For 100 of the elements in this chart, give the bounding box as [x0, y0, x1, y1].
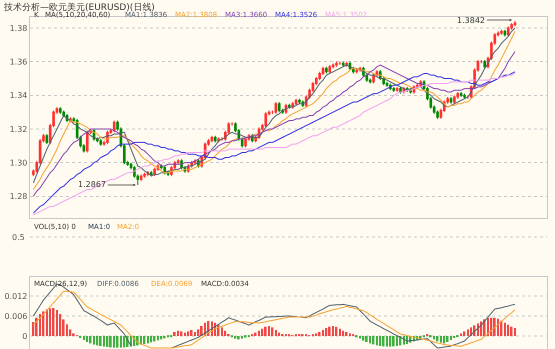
bar: [450, 336, 452, 340]
bar: [254, 332, 256, 336]
chart-title: 技术分析—欧元美元(EURUSD)(日线): [3, 2, 155, 13]
bar: [49, 308, 52, 336]
bar: [244, 335, 246, 338]
bar: [234, 336, 236, 339]
bar: [103, 336, 105, 347]
bar: [180, 331, 182, 336]
y-tick-label: 1.38: [10, 24, 28, 33]
candlestick: [500, 29, 503, 36]
candlestick: [483, 60, 486, 69]
candlestick: [150, 170, 153, 177]
candlestick: [58, 106, 62, 114]
bar: [160, 336, 162, 340]
candlestick: [332, 62, 334, 69]
bar: [143, 336, 146, 344]
candlestick: [368, 78, 372, 84]
bar: [221, 327, 223, 336]
bar: [436, 336, 438, 342]
candlestick: [112, 120, 116, 133]
bar: [271, 327, 274, 336]
candlestick: [372, 72, 375, 84]
bar: [392, 336, 395, 346]
candlestick: [392, 86, 396, 92]
bar: [497, 318, 499, 336]
candlestick: [456, 91, 460, 100]
bar: [372, 336, 374, 344]
bar: [116, 336, 118, 348]
candlestick: [436, 110, 439, 120]
bar: [157, 336, 159, 340]
y-tick-label: 1.30: [10, 158, 28, 168]
bar: [345, 332, 348, 336]
bar: [490, 318, 492, 336]
candlestick: [214, 135, 217, 143]
candlestick: [284, 103, 288, 114]
bar: [514, 328, 516, 336]
bar: [446, 336, 448, 342]
candlestick: [355, 68, 358, 74]
annotation: 1.2867: [78, 180, 106, 189]
bar: [150, 336, 152, 342]
bar: [184, 332, 186, 336]
candlestick: [396, 86, 398, 92]
candlestick: [325, 66, 328, 74]
bar: [83, 336, 85, 340]
candlestick: [176, 158, 180, 165]
bar: [443, 336, 446, 344]
bar: [190, 330, 193, 336]
bar: [349, 333, 351, 336]
bar: [123, 336, 126, 348]
candlestick: [463, 93, 466, 100]
candlestick: [298, 98, 301, 104]
bar: [275, 330, 277, 336]
bar: [89, 336, 92, 344]
bar: [264, 326, 267, 336]
bar: [268, 326, 270, 336]
bar: [339, 328, 341, 336]
bar: [86, 336, 88, 342]
bar: [328, 326, 331, 336]
bar: [507, 324, 510, 336]
bar: [46, 309, 48, 336]
bar: [487, 318, 489, 336]
bar: [96, 336, 98, 346]
bar: [440, 336, 442, 343]
bar: [322, 330, 324, 336]
bar: [318, 332, 320, 336]
candlestick: [504, 29, 506, 37]
candlestick: [274, 102, 278, 114]
candlestick: [143, 172, 146, 178]
candlestick: [450, 96, 452, 104]
bar: [510, 326, 512, 336]
y-tick-label: 1.32: [10, 124, 28, 134]
candlestick: [386, 81, 388, 88]
bar: [35, 318, 38, 336]
candlestick: [453, 94, 456, 104]
bar: [109, 336, 112, 348]
bar: [197, 329, 200, 336]
y-tick-label: 0.006: [4, 312, 28, 321]
bar: [359, 336, 361, 339]
bar: [177, 330, 180, 336]
bar: [59, 314, 62, 336]
bar: [113, 336, 116, 348]
candlestick: [399, 86, 402, 94]
bar: [173, 332, 176, 336]
bar: [258, 330, 260, 336]
y-tick-label: 0: [22, 332, 28, 341]
bar: [52, 308, 54, 336]
candlestick: [278, 102, 281, 113]
bar: [376, 336, 378, 346]
bar: [460, 333, 462, 336]
bar: [382, 336, 384, 346]
candlestick: [46, 134, 48, 145]
bar: [194, 332, 196, 336]
candlestick: [140, 174, 142, 182]
bar: [369, 336, 372, 344]
bar: [153, 336, 156, 342]
bar: [187, 331, 190, 336]
bar: [93, 336, 95, 345]
candlestick: [328, 64, 332, 74]
candlestick: [514, 20, 516, 27]
y-tick-label: 1.28: [10, 192, 28, 202]
